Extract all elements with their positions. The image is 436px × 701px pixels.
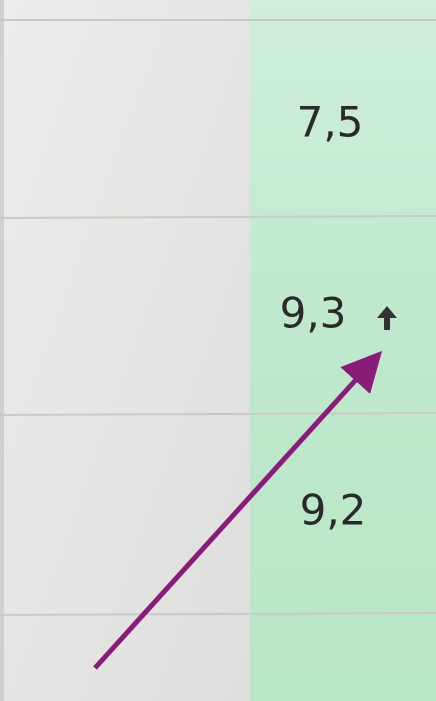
left-column [0, 0, 250, 701]
cell-value: 9,3 [280, 289, 347, 338]
page: 7,5 9,3 9,2 (() => { const data = JSON.p… [0, 0, 436, 701]
cell-value: 9,2 [300, 486, 367, 535]
screen-photo: 7,5 9,3 9,2 [0, 0, 436, 701]
cell-value: 7,5 [297, 98, 364, 147]
edge [0, 0, 4, 701]
